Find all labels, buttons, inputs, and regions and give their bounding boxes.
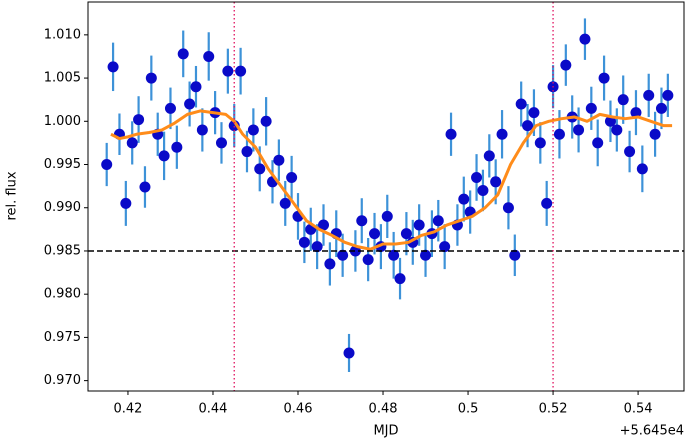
data-point: [381, 210, 393, 222]
data-point: [662, 89, 674, 101]
data-point: [158, 150, 170, 162]
data-point: [101, 159, 113, 171]
data-point: [643, 89, 655, 101]
data-point: [273, 154, 285, 166]
y-tick-label: 0.970: [44, 373, 81, 388]
data-point: [534, 137, 546, 149]
data-point: [241, 146, 253, 158]
data-point: [171, 141, 183, 153]
data-point: [617, 94, 629, 106]
data-point: [496, 128, 508, 140]
data-point: [177, 48, 189, 60]
data-point: [139, 181, 151, 193]
x-tick-label: 0.54: [624, 402, 653, 417]
data-point: [490, 176, 502, 188]
data-point: [184, 98, 196, 110]
data-point: [318, 219, 330, 231]
data-point: [509, 249, 521, 261]
data-point: [579, 33, 591, 45]
data-point: [298, 236, 310, 248]
x-axis-label: MJD: [373, 424, 398, 439]
x-tick-label: 0.46: [284, 402, 313, 417]
plot-frame: [87, 1, 685, 392]
data-point: [432, 215, 444, 227]
data-point: [420, 249, 432, 261]
x-tick-label: 0.52: [539, 402, 568, 417]
y-tick-label: 1.000: [44, 114, 81, 129]
data-point: [400, 228, 412, 240]
x-tick-label: 0.5: [458, 402, 479, 417]
data-point: [362, 254, 374, 266]
data-point: [502, 202, 514, 214]
data-point: [471, 171, 483, 183]
data-point: [598, 72, 610, 84]
data-point: [343, 347, 355, 359]
data-point: [133, 114, 145, 126]
data-point: [369, 228, 381, 240]
data-point: [286, 171, 298, 183]
data-point: [649, 128, 661, 140]
data-point: [311, 241, 323, 253]
data-point: [190, 81, 202, 93]
data-point: [560, 59, 572, 71]
x-tick-label: 0.42: [113, 402, 142, 417]
data-point: [592, 137, 604, 149]
data-point: [254, 163, 266, 175]
data-point: [522, 120, 534, 132]
model-line: [110, 109, 673, 251]
y-tick-label: 0.980: [44, 287, 81, 302]
data-point: [337, 249, 349, 261]
data-point: [222, 65, 234, 77]
data-point: [541, 197, 553, 209]
data-point: [655, 102, 667, 114]
data-point: [477, 184, 489, 196]
data-point: [279, 197, 291, 209]
data-point: [145, 72, 157, 84]
data-point: [388, 249, 400, 261]
data-point: [413, 219, 425, 231]
y-tick-label: 0.975: [44, 330, 81, 345]
data-point: [528, 107, 540, 119]
data-point: [164, 102, 176, 114]
data-point: [585, 102, 597, 114]
data-point: [120, 197, 132, 209]
data-point: [439, 241, 451, 253]
data-point: [235, 65, 247, 77]
data-point: [324, 258, 336, 270]
data-point: [630, 107, 642, 119]
y-axis-label: rel. flux: [5, 171, 20, 220]
data-point: [483, 150, 495, 162]
y-tick-label: 0.985: [44, 243, 81, 258]
data-point: [215, 137, 227, 149]
y-tick-label: 1.010: [44, 27, 81, 42]
data-point: [573, 124, 585, 136]
data-point: [126, 137, 138, 149]
data-point: [203, 50, 215, 62]
x-tick-label: 0.44: [199, 402, 228, 417]
data-point: [445, 128, 457, 140]
data-point: [196, 124, 208, 136]
data-point: [515, 98, 527, 110]
data-point: [394, 273, 406, 285]
y-tick-label: 1.005: [44, 71, 81, 86]
data-point: [356, 215, 368, 227]
data-point: [636, 163, 648, 175]
data-point: [553, 128, 565, 140]
data-point: [458, 193, 470, 205]
x-tick-label: 0.48: [369, 402, 398, 417]
data-point: [611, 124, 623, 136]
data-point: [624, 146, 636, 158]
data-point: [247, 124, 259, 136]
y-tick-label: 0.990: [44, 200, 81, 215]
data-point: [260, 115, 272, 127]
y-tick-label: 0.995: [44, 157, 81, 172]
x-offset-label: +5.645e4: [620, 424, 684, 439]
data-point: [107, 61, 119, 73]
